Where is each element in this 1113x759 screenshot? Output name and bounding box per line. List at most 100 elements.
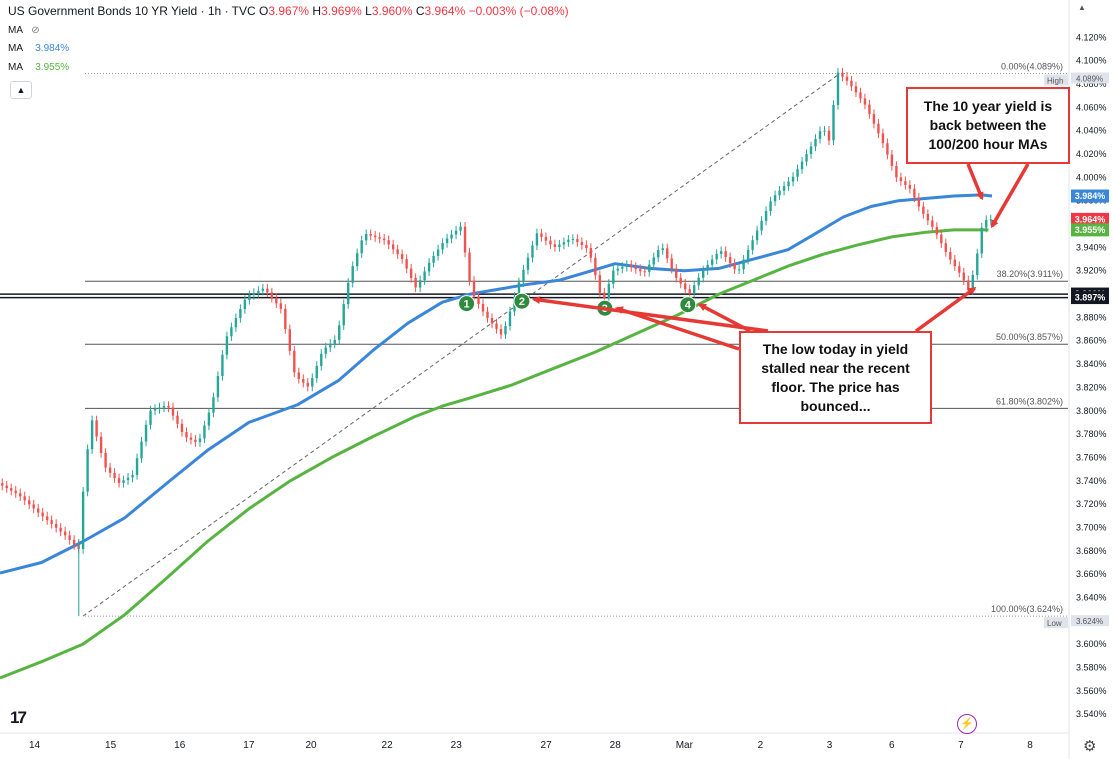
fib-label: 50.00%(3.857%) [996,332,1063,342]
ma200-indicator[interactable]: MA 3.955% [8,62,69,73]
price-tag [1071,223,1109,237]
tradingview-logo[interactable]: 17 [10,708,27,727]
gear-icon[interactable]: ⚙ [1083,738,1097,755]
time-tick-label: 7 [958,740,964,751]
eye-off-icon[interactable]: ⊘ [31,25,40,36]
candle-body [827,130,831,141]
candle-body [724,251,727,258]
candle-body [427,262,431,272]
candle-body [436,249,440,256]
candle-body [818,131,822,139]
candle-body [198,438,202,443]
fib-label: 61.80%(3.802%) [996,396,1063,406]
candle-body [621,266,624,269]
candle-body [863,98,867,105]
candle-body [612,270,615,284]
candle-body [54,523,58,528]
candle-body [162,405,166,408]
candle-body [329,343,332,348]
marker-label: 4 [685,300,692,312]
candle-body [441,243,444,250]
candle-body [104,452,107,468]
ohlc-change: −0.003% (−0.08%) [468,4,569,18]
price-tick-label: 3.800% [1076,406,1107,416]
marker-label: 1 [464,299,470,311]
candle-body [845,76,849,81]
candle-body [23,496,26,501]
candle-body [917,197,921,207]
candle-body [953,259,957,267]
price-tick-label: 3.880% [1076,312,1107,322]
price-axis: 4.120% 4.100% 4.080% 4.060% 4.040% 4.020% 4.00… [1044,0,1109,759]
ohlc-low: 3.960% [371,4,413,18]
candle-body [19,493,22,497]
candle-body [270,292,274,298]
candle-body [315,365,318,379]
collapse-indicators-button[interactable]: ▲ [10,81,32,99]
candle-body [288,329,292,351]
candle-body [486,311,489,319]
candle-body [764,211,768,221]
candle-body [809,146,813,155]
candle-body [108,467,112,473]
candle-body [396,249,399,255]
marker-circle [458,295,476,313]
candle-body [890,154,894,166]
time-tick-label: 28 [610,740,622,751]
fib-label: 100.00%(3.624%) [991,604,1063,614]
candle-body [378,237,381,239]
chevron-up-icon[interactable]: ▲ [1078,3,1086,12]
candle-body [320,353,323,366]
price-tick-label: 3.580% [1076,662,1107,672]
ma-callout-text: The 10 year yield is back between the 10… [923,98,1053,152]
candle-body [212,397,215,413]
time-tick-label: 23 [451,740,463,751]
time-axis: 14 15 16 17 20 22 23 27 28 Mar 2 3 6 7 8 [0,732,1069,751]
chart-header: US Government Bonds 10 YR Yield · 1h · T… [8,4,569,18]
candle-body [338,325,341,340]
candle-body [755,230,759,241]
candle-body [859,92,862,99]
candle-body [203,425,206,439]
fib-label: 38.20%(3.911%) [997,269,1063,279]
candle-body [733,263,736,270]
price-tick-label: 3.600% [1076,639,1107,649]
candle-body [369,234,372,236]
price-tag [1071,291,1109,305]
candle-body [311,378,314,387]
candle-body [90,420,94,450]
candle-body [266,288,269,293]
price-tick-label: 3.760% [1076,452,1107,462]
candle-body [504,325,507,335]
price-tick-label: 4.080% [1076,79,1107,89]
level-label: High [1047,77,1063,86]
floor-callout: The low today in yield stalled near the … [739,331,932,424]
time-tick-label: 3 [827,740,833,751]
ma-indicator-hidden[interactable]: MA ⊘ [8,25,40,36]
candle-body [468,252,471,281]
candle-body [293,350,296,373]
ohlc-values: O3.967% H3.969% L3.960% C3.964% −0.003% … [259,4,569,18]
ohlc-open-key: O [259,4,269,18]
candle-body [598,275,602,293]
candle-body [679,277,682,284]
candle-body [122,480,125,483]
candle-body [275,297,278,304]
candle-body [931,220,934,227]
candle-body [472,280,476,297]
candle-body [553,244,557,248]
lightning-icon[interactable]: ⚡ [957,714,977,734]
price-tag [1071,212,1109,226]
ma100-indicator[interactable]: MA 3.984% [8,43,69,54]
candle-body [962,272,965,281]
candle-body [306,382,309,387]
candle-body [59,527,62,532]
price-tick-label: 3.840% [1076,359,1107,369]
numbered-markers: 1234 [458,292,697,317]
price-tick-label: 3.640% [1076,592,1107,602]
candle-body [922,206,925,215]
time-tick-label: Mar [676,740,694,751]
candle-body [886,143,889,155]
time-tick-label: 27 [541,740,553,751]
